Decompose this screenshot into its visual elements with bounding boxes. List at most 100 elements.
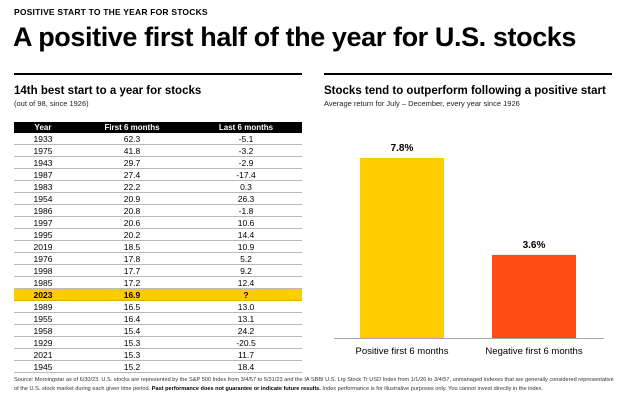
table-row: 1945 15.2 18.4 — [14, 361, 302, 373]
cell-year: 1983 — [33, 181, 53, 192]
cell-year: 1976 — [33, 253, 53, 264]
section-kicker: POSITIVE START TO THE YEAR FOR STOCKS — [14, 7, 208, 17]
chart-title: Stocks tend to outperform following a po… — [324, 85, 606, 97]
cell-last-6-months: 10.9 — [237, 241, 255, 252]
cell-last-6-months: -17.4 — [236, 169, 256, 180]
table-row: 1987 27.4 -17.4 — [14, 169, 302, 181]
cell-first-6-months: 16.4 — [123, 313, 141, 324]
right-panel-rule — [324, 73, 612, 75]
cell-year: 1987 — [33, 169, 53, 180]
cell-last-6-months: 11.7 — [238, 349, 254, 360]
cell-last-6-months: 24.2 — [237, 325, 255, 336]
chart-subtitle: Average return for July – December, ever… — [324, 99, 520, 108]
cell-year: 2019 — [33, 241, 53, 252]
cell-first-6-months: 20.2 — [123, 229, 141, 240]
table-row: 1933 62.3 -5.1 — [14, 133, 302, 145]
bar-data-label: 3.6% — [523, 240, 546, 251]
cell-last-6-months: -2.9 — [238, 157, 254, 168]
left-panel-rule — [14, 73, 302, 75]
cell-first-6-months: 20.9 — [123, 193, 141, 204]
cell-last-6-months: -1.8 — [238, 205, 254, 216]
cell-first-6-months: 17.2 — [123, 277, 141, 288]
cell-year: 1985 — [33, 277, 53, 288]
bar-data-label: 7.8% — [391, 143, 414, 154]
table-row: 2019 18.5 10.9 — [14, 241, 302, 253]
cell-first-6-months: 18.5 — [123, 241, 141, 252]
cell-first-6-months: 15.4 — [123, 325, 141, 336]
cell-last-6-months: 0.3 — [240, 181, 252, 192]
table-row: 1986 20.8 -1.8 — [14, 205, 302, 217]
cell-first-6-months: 27.4 — [123, 169, 141, 180]
cell-last-6-months: 12.4 — [237, 277, 255, 288]
cell-last-6-months: 9.2 — [240, 265, 252, 276]
table-row: 1954 20.9 26.3 — [14, 193, 302, 205]
cell-year: 1997 — [33, 217, 53, 228]
cell-first-6-months: 15.3 — [123, 337, 141, 348]
table-row: 1955 16.4 13.1 — [14, 313, 302, 325]
cell-last-6-months: 10.6 — [237, 217, 255, 228]
table-row: 1943 29.7 -2.9 — [14, 157, 302, 169]
cell-year: 1975 — [33, 145, 53, 156]
bar-positive-first-6-months — [360, 158, 444, 338]
table-row: 1995 20.2 14.4 — [14, 229, 302, 241]
cell-last-6-months: 26.3 — [237, 193, 255, 204]
cell-last-6-months: 13.1 — [237, 313, 255, 324]
cell-first-6-months: 16.5 — [123, 301, 141, 312]
page-title: A positive first half of the year for U.… — [13, 22, 577, 52]
cell-first-6-months: 17.7 — [123, 265, 141, 276]
x-tick-label: Negative first 6 months — [485, 346, 582, 357]
cell-year: 2021 — [33, 349, 53, 360]
footnote: Source: Morningstar as of 6/30/23. U.S. … — [14, 376, 614, 394]
cell-year: 1943 — [33, 157, 53, 168]
table-row: 1976 17.8 5.2 — [14, 253, 302, 265]
bar-chart: 7.8% Positive first 6 months 3.6% Negative … — [334, 143, 604, 357]
cell-year: 1995 — [33, 229, 53, 240]
footnote-source: Source: Morningstar as of 6/30/23. U.S. … — [14, 377, 614, 392]
cell-first-6-months: 22.2 — [123, 181, 141, 192]
table-row-highlighted: 2023 16.9? — [14, 289, 302, 301]
bar-negative-first-6-months — [492, 254, 576, 338]
cell-year: 1986 — [33, 205, 53, 216]
column-header-first-6-months: First 6 months — [104, 123, 160, 132]
column-header-year: Year — [34, 123, 52, 132]
cell-last-6-months: 18.4 — [237, 361, 255, 372]
table-row: 1929 15.3 -20.5 — [14, 337, 302, 349]
cell-year: 1954 — [33, 193, 53, 204]
footnote-disclaimer: Past performance does not guarantee or i… — [151, 386, 321, 392]
cell-last-6-months: 13.0 — [237, 301, 255, 312]
cell-last-6-months: ? — [243, 289, 249, 300]
table-row: 1983 22.2 0.3 — [14, 181, 302, 193]
x-tick-label: Positive first 6 months — [356, 346, 449, 357]
column-header-last-6-months: Last 6 months — [218, 123, 274, 132]
cell-first-6-months: 15.3 — [123, 349, 141, 360]
cell-first-6-months: 29.7 — [123, 157, 141, 168]
cell-first-6-months: 20.6 — [123, 217, 141, 228]
cell-year: 1989 — [33, 301, 53, 312]
cell-year: 1955 — [33, 313, 53, 324]
cell-year: 2023 — [33, 289, 53, 300]
cell-last-6-months: -20.5 — [236, 337, 256, 348]
cell-year: 1933 — [33, 133, 53, 144]
cell-first-6-months: 17.8 — [123, 253, 141, 264]
table-title: 14th best start to a year for stocks — [14, 85, 202, 97]
table-row: 1975 41.8 -3.2 — [14, 145, 302, 157]
cell-last-6-months: -3.2 — [238, 145, 254, 156]
cell-year: 1998 — [33, 265, 53, 276]
cell-year: 1945 — [33, 361, 53, 372]
cell-year: 1958 — [33, 325, 53, 336]
table-row: 1958 15.4 24.2 — [14, 325, 302, 337]
cell-first-6-months: 41.8 — [123, 145, 141, 156]
footnote-tail: Index performance is for illustrative pu… — [322, 386, 544, 392]
table-row: 1989 16.5 13.0 — [14, 301, 302, 313]
cell-year: 1929 — [33, 337, 53, 348]
cell-first-6-months: 20.8 — [123, 205, 141, 216]
table-body: 1933 62.3 -5.1 1975 41.8 -3.2 1943 29.7 -2.9 1987… — [14, 133, 302, 373]
table-row: 1998 17.7 9.2 — [14, 265, 302, 277]
returns-table: Year First 6 months Last 6 months 1933 62… — [14, 122, 302, 373]
cell-last-6-months: 14.4 — [237, 229, 255, 240]
table-subtitle: (out of 98, since 1926) — [14, 99, 89, 108]
cell-first-6-months: 62.3 — [123, 133, 141, 144]
table-row: 1985 17.2 12.4 — [14, 277, 302, 289]
table-row: 1997 20.6 10.6 — [14, 217, 302, 229]
cell-last-6-months: 5.2 — [240, 253, 252, 264]
